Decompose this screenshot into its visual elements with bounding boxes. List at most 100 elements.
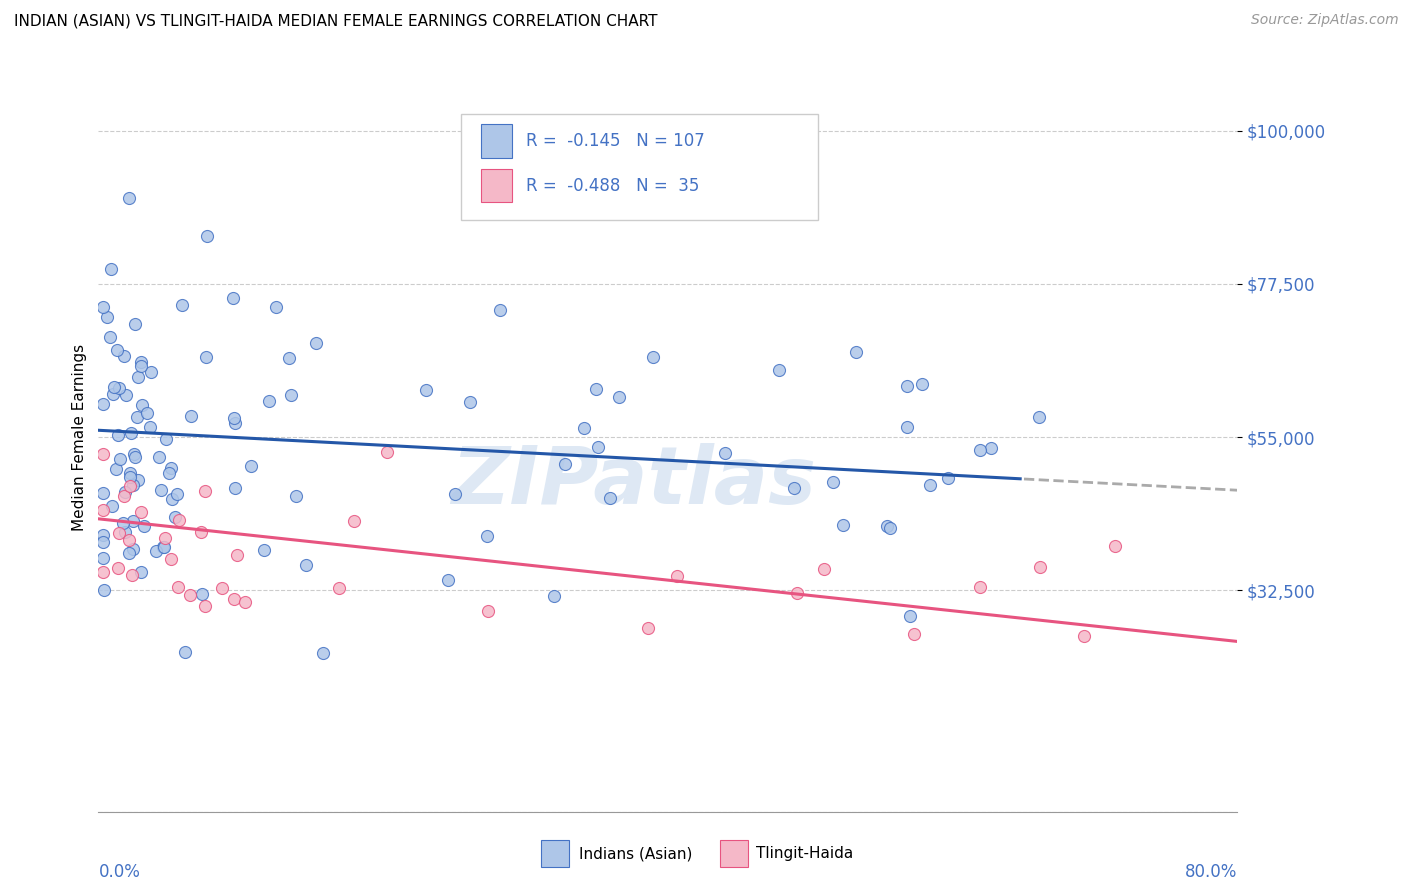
Text: R =  -0.145   N = 107: R = -0.145 N = 107 — [526, 132, 704, 150]
Point — [903, 627, 925, 641]
Point — [160, 552, 183, 566]
Point — [114, 525, 136, 540]
Point — [93, 583, 115, 598]
Point — [1029, 559, 1052, 574]
Point — [436, 573, 458, 587]
Point — [145, 544, 167, 558]
Point — [896, 379, 918, 393]
Point — [574, 421, 596, 435]
Point — [127, 473, 149, 487]
Point — [121, 478, 143, 492]
Point — [159, 461, 181, 475]
Point — [108, 451, 131, 466]
Point — [980, 442, 1002, 456]
Point — [155, 532, 177, 546]
Text: Indians (Asian): Indians (Asian) — [579, 847, 693, 861]
Point — [98, 330, 121, 344]
Point — [152, 541, 174, 555]
Point — [211, 581, 233, 595]
Point — [139, 365, 162, 379]
Point — [101, 500, 124, 514]
Point — [969, 442, 991, 457]
Point — [239, 459, 262, 474]
Text: 80.0%: 80.0% — [1185, 863, 1237, 880]
Point — [224, 592, 246, 607]
Point — [91, 534, 114, 549]
Point — [278, 351, 301, 365]
Point — [194, 350, 217, 364]
Point — [150, 483, 173, 497]
Point — [195, 229, 218, 244]
Point — [91, 396, 114, 410]
Point — [103, 379, 125, 393]
Point — [118, 546, 141, 560]
Point — [585, 382, 607, 396]
Point — [879, 521, 901, 535]
Point — [167, 580, 190, 594]
Text: 0.0%: 0.0% — [98, 863, 141, 880]
Point — [180, 409, 202, 424]
Point — [121, 568, 143, 582]
Point — [114, 485, 136, 500]
Point — [768, 363, 790, 377]
Point — [91, 528, 114, 542]
Text: Tlingit-Haida: Tlingit-Haida — [756, 847, 853, 861]
Point — [586, 441, 609, 455]
Point — [713, 446, 735, 460]
Point — [222, 291, 245, 305]
Point — [898, 608, 921, 623]
Point — [477, 604, 499, 618]
Point — [91, 447, 114, 461]
Point — [131, 398, 153, 412]
Point — [786, 585, 808, 599]
Point — [936, 471, 959, 485]
Point — [607, 390, 630, 404]
Point — [120, 470, 142, 484]
Point — [107, 427, 129, 442]
Point — [415, 383, 437, 397]
Point — [100, 261, 122, 276]
Point — [112, 349, 135, 363]
Point — [105, 461, 128, 475]
Point — [124, 450, 146, 465]
Point — [179, 588, 201, 602]
Point — [233, 595, 256, 609]
Text: ZIPatlas: ZIPatlas — [451, 443, 817, 521]
Point — [823, 475, 845, 489]
Point — [911, 377, 934, 392]
Point — [157, 467, 180, 481]
Point — [489, 303, 512, 318]
Point — [124, 447, 146, 461]
Point — [969, 580, 991, 594]
Point — [375, 445, 398, 459]
Point — [108, 525, 131, 540]
Point — [135, 406, 157, 420]
Point — [114, 388, 136, 402]
Point — [129, 359, 152, 373]
Point — [280, 388, 302, 402]
Point — [264, 300, 287, 314]
Point — [169, 513, 191, 527]
Point — [129, 355, 152, 369]
Point — [328, 582, 350, 596]
Point — [170, 298, 193, 312]
Point — [444, 487, 467, 501]
Point — [1028, 409, 1050, 424]
Y-axis label: Median Female Earnings: Median Female Earnings — [72, 343, 87, 531]
Point — [896, 419, 918, 434]
Point — [477, 529, 499, 543]
Point — [253, 543, 276, 558]
Point — [637, 621, 659, 635]
Point — [129, 566, 152, 580]
Point — [148, 450, 170, 464]
Point — [312, 646, 335, 660]
Point — [285, 490, 308, 504]
Point — [118, 467, 141, 481]
Text: INDIAN (ASIAN) VS TLINGIT-HAIDA MEDIAN FEMALE EARNINGS CORRELATION CHART: INDIAN (ASIAN) VS TLINGIT-HAIDA MEDIAN F… — [14, 13, 658, 29]
Point — [91, 565, 114, 579]
Point — [105, 343, 128, 357]
Point — [121, 514, 143, 528]
Point — [132, 518, 155, 533]
Point — [91, 551, 114, 566]
Point — [543, 589, 565, 603]
